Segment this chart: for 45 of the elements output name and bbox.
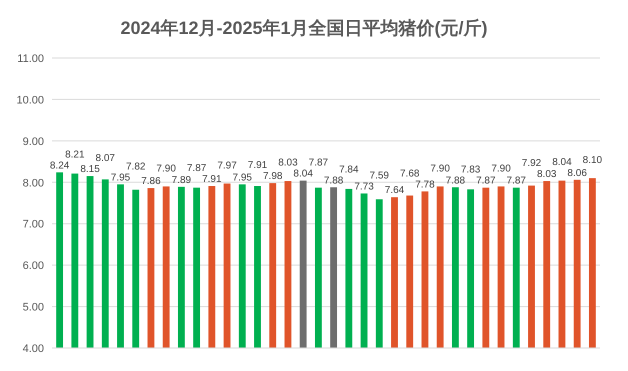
- data-label: 7.82: [126, 161, 146, 172]
- data-label: 7.68: [400, 168, 420, 180]
- data-label: 8.04: [552, 156, 572, 168]
- data-label: 7.83: [460, 164, 481, 176]
- data-label: 7.97: [217, 160, 238, 172]
- y-tick-label: 7.00: [22, 218, 44, 231]
- data-label: 7.59: [370, 170, 390, 182]
- data-label: 7.88: [446, 175, 466, 186]
- data-label: 7.73: [354, 181, 374, 192]
- data-label: 8.03: [278, 158, 298, 169]
- y-tick-label: 5.00: [22, 302, 44, 314]
- data-label: 8.03: [536, 169, 557, 180]
- y-tick-label: 9.00: [22, 136, 44, 148]
- data-label: 7.98: [262, 171, 283, 182]
- data-label: 8.21: [65, 149, 85, 160]
- data-label: 8.06: [567, 168, 588, 179]
- data-label: 7.95: [232, 172, 252, 184]
- data-label: 8.24: [50, 160, 70, 172]
- chart-title: 2024年12月-2025年1月全国日平均猪价(元/斤): [120, 18, 488, 38]
- data-label: 7.84: [339, 164, 359, 176]
- data-label: 7.90: [491, 163, 512, 174]
- data-label: 7.91: [202, 174, 222, 186]
- data-label: 7.89: [172, 174, 192, 186]
- y-tick-label: 6.00: [22, 260, 44, 272]
- data-label: 7.78: [415, 179, 436, 190]
- y-tick-label: 10.00: [16, 94, 44, 106]
- y-tick-label: 11.00: [17, 53, 44, 65]
- data-label: 7.86: [141, 176, 162, 188]
- data-label: 7.87: [308, 158, 329, 169]
- data-label: 7.87: [476, 176, 496, 187]
- y-tick-label: 8.00: [22, 177, 44, 190]
- data-label: 7.87: [186, 163, 207, 174]
- data-label: 8.07: [96, 153, 116, 164]
- data-label: 7.95: [110, 172, 131, 184]
- data-label: 7.88: [324, 175, 344, 186]
- data-label: 8.15: [80, 164, 100, 176]
- data-label: 8.10: [582, 155, 603, 166]
- data-label: 7.64: [384, 185, 405, 196]
- data-label: 7.91: [248, 160, 268, 172]
- y-tick-label: 4.00: [22, 343, 44, 355]
- data-label: 7.90: [156, 163, 176, 174]
- data-label: 7.90: [430, 163, 450, 174]
- data-label: 7.87: [506, 176, 526, 187]
- data-label: 8.04: [293, 168, 314, 180]
- data-label: 7.92: [522, 158, 542, 170]
